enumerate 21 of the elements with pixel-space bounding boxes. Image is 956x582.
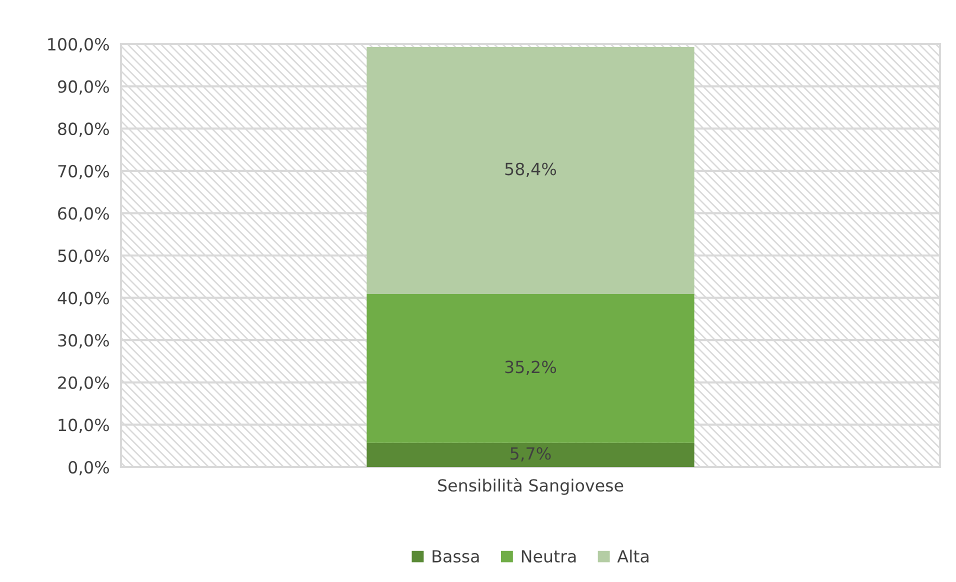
- y-tick-label: 70,0%: [58, 164, 109, 180]
- y-tick-label: 10,0%: [58, 418, 109, 433]
- data-label: 58,4%: [505, 162, 556, 178]
- data-label: 35,2%: [505, 360, 556, 375]
- y-tick-label: 90,0%: [58, 80, 109, 95]
- bar: [366, 294, 694, 443]
- bar: [366, 46, 694, 294]
- legend-label: Alta: [617, 550, 648, 563]
- y-tick-label: 60,0%: [58, 207, 109, 222]
- y-tick-label: 100,0%: [48, 38, 109, 52]
- bar: [366, 442, 694, 467]
- legend-label: Bassa: [432, 550, 479, 563]
- data-label: 5,7%: [510, 447, 551, 462]
- y-tick-label: 30,0%: [58, 334, 109, 348]
- y-tick-label: 0,0%: [68, 460, 109, 476]
- y-tick-label: 50,0%: [58, 249, 109, 264]
- y-tick-label: 40,0%: [58, 292, 109, 306]
- y-tick-label: 80,0%: [58, 122, 109, 137]
- legend-label: Neutra: [522, 550, 576, 563]
- y-tick-label: 20,0%: [58, 376, 109, 391]
- x-tick-label: Sensibilità Sangiovese: [438, 478, 624, 495]
